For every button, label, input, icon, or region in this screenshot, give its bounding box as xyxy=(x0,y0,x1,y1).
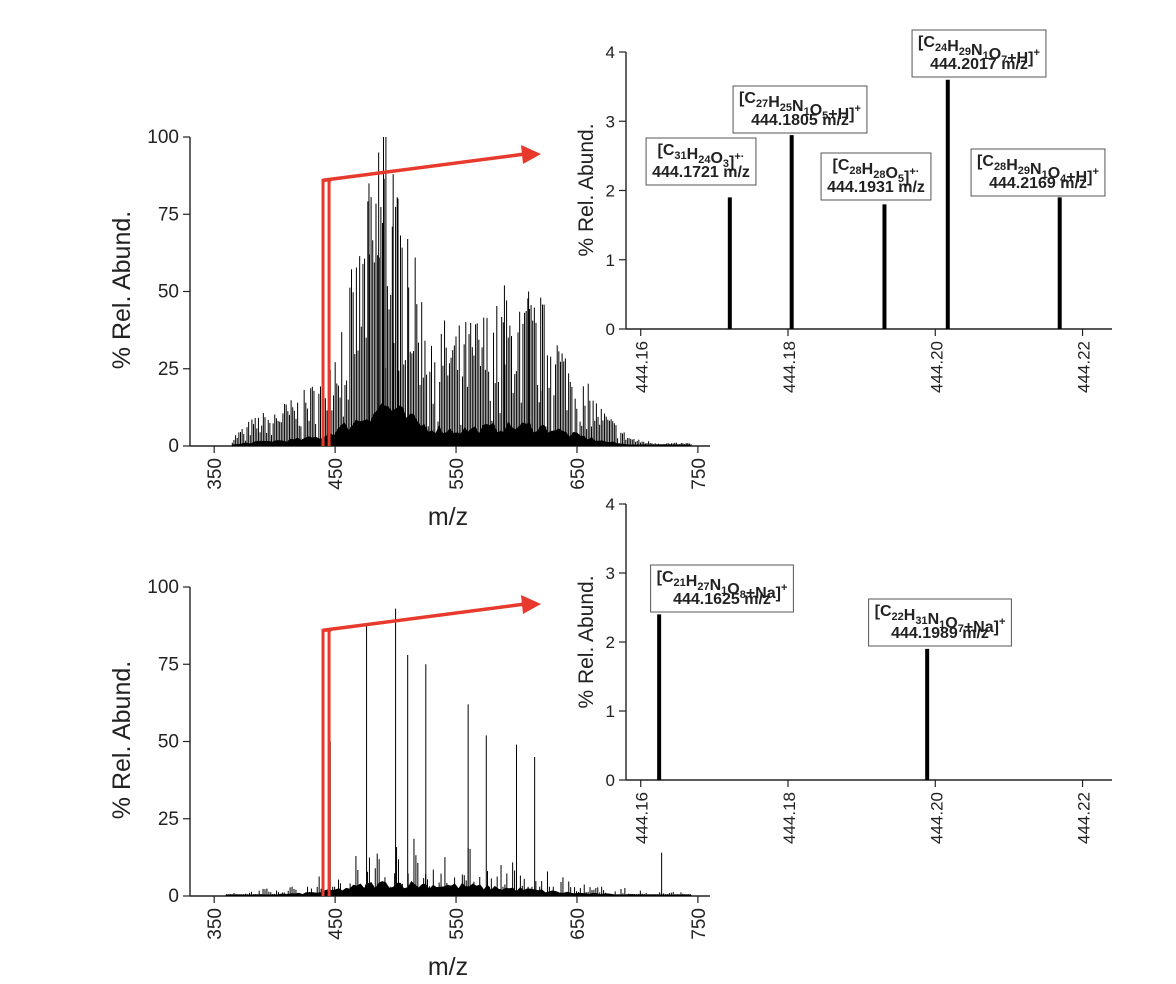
y-tick-label: 0 xyxy=(168,436,179,457)
x-tick-label: 750 xyxy=(689,458,710,490)
zoom-arrow-head xyxy=(521,595,541,614)
x-tick-label: 650 xyxy=(568,908,589,940)
zoom-arrows xyxy=(321,145,541,896)
y-tick-label: 1 xyxy=(606,702,615,721)
y-tick-label: 100 xyxy=(147,577,179,598)
y-tick-label: 0 xyxy=(606,320,615,339)
peak-annotation: [C24H29N1O7+H]+444.2017 m/z xyxy=(911,29,1047,78)
x-tick-label: 550 xyxy=(447,458,468,490)
baseline-fill xyxy=(226,881,692,896)
x-tick-label: 450 xyxy=(326,908,347,940)
y-tick-label: 0 xyxy=(168,886,179,907)
x-tick-label: 450 xyxy=(326,458,347,490)
annotation-box xyxy=(911,29,1047,78)
bottom-overview-chart: 0 25 50 75 100 350 450 550 650 750 % Rel. Abund. m/… xyxy=(108,577,710,981)
peak-annotation: [C28H29N1O4+H]+444.2169 m/z xyxy=(970,148,1106,197)
x-tick-label: 444.22 xyxy=(1075,341,1094,393)
peak-annotation: [C31H24O3]+·444.1721 m/z xyxy=(645,137,757,186)
y-tick-label: 2 xyxy=(606,182,615,201)
y-tick-label: 25 xyxy=(158,359,179,380)
y-tick-label: 2 xyxy=(606,633,615,652)
x-tick-label: 444.20 xyxy=(927,341,946,393)
zoom-arrow-shaft xyxy=(322,602,526,632)
annotation-box xyxy=(868,598,1012,647)
formula-label: [C31H24O3]+· xyxy=(658,142,745,171)
peak-annotation: [C28H28O5]+·444.1931 m/z xyxy=(820,152,932,201)
zoom-arrow-head xyxy=(521,145,541,164)
top-zoom-chart: 0 1 2 3 4 444.16 444.18 444.20 444.22 % Rel. Abun… xyxy=(575,29,1112,393)
annotation-box xyxy=(650,564,794,613)
top-overview-chart: 0 25 50 75 100 350 450 550 650 750 % Rel. Abund. m/… xyxy=(108,127,710,531)
y-axis-title: % Rel. Abund. xyxy=(575,123,598,256)
formula-label: [C28H29N1O4+H]+ xyxy=(977,153,1099,186)
annotation-box xyxy=(970,148,1106,197)
x-axis-title: m/z xyxy=(428,503,468,531)
x-tick-label: 444.18 xyxy=(780,341,799,393)
formula-label: [C28H28O5]+· xyxy=(833,157,920,186)
annotation-box xyxy=(820,152,932,201)
x-tick-label: 350 xyxy=(205,458,226,490)
baseline-fill xyxy=(232,403,692,446)
peak-annotation: [C21H27N1O8+Na]+444.1625 m/z xyxy=(650,564,794,613)
x-tick-label: 550 xyxy=(447,908,468,940)
formula-label: [C22H31N1O7+Na]+ xyxy=(875,603,1006,636)
annotation-box xyxy=(645,137,757,186)
y-tick-label: 75 xyxy=(158,654,179,675)
annotation-box xyxy=(732,85,868,134)
y-tick-label: 3 xyxy=(606,112,615,131)
formula-label: [C21H27N1O8+Na]+ xyxy=(657,569,788,602)
peak-annotation: [C27H25N1O5+H]+444.1805 m/z xyxy=(732,85,868,134)
y-tick-label: 4 xyxy=(606,495,615,514)
y-tick-label: 4 xyxy=(606,43,615,62)
x-tick-label: 350 xyxy=(205,908,226,940)
peak-annotation: [C22H31N1O7+Na]+444.1989 m/z xyxy=(868,598,1012,647)
mz-label: 444.1805 m/z xyxy=(751,112,849,129)
y-tick-label: 25 xyxy=(158,809,179,830)
y-axis-title: % Rel. Abund. xyxy=(108,661,136,819)
x-tick-label: 444.16 xyxy=(633,792,652,844)
mz-label: 444.1625 m/z xyxy=(673,591,771,608)
x-tick-label: 444.18 xyxy=(780,792,799,844)
y-axis-title: % Rel. Abund. xyxy=(108,211,136,369)
formula-label: [C27H25N1O5+H]+ xyxy=(739,90,861,123)
bottom-zoom-chart: 0 1 2 3 4 444.16 444.18 444.20 444.22 % Rel. Abun… xyxy=(575,495,1112,844)
y-tick-label: 50 xyxy=(158,282,179,303)
x-axis-title: m/z xyxy=(428,953,468,981)
y-tick-label: 1 xyxy=(606,251,615,270)
y-tick-label: 50 xyxy=(158,732,179,753)
y-tick-label: 3 xyxy=(606,564,615,583)
formula-label: [C24H29N1O7+H]+ xyxy=(918,34,1040,67)
mz-label: 444.2169 m/z xyxy=(989,175,1087,192)
mz-label: 444.1989 m/z xyxy=(891,625,989,642)
mz-label: 444.2017 m/z xyxy=(930,56,1028,73)
zoom-arrow-shaft xyxy=(322,152,526,182)
x-tick-label: 444.16 xyxy=(633,341,652,393)
x-tick-label: 650 xyxy=(568,458,589,490)
x-tick-label: 444.20 xyxy=(927,792,946,844)
y-axis-title: % Rel. Abund. xyxy=(575,575,598,708)
mz-label: 444.1931 m/z xyxy=(827,179,925,196)
y-tick-label: 100 xyxy=(147,127,179,148)
y-tick-label: 75 xyxy=(158,204,179,225)
mz-label: 444.1721 m/z xyxy=(652,164,750,181)
x-tick-label: 750 xyxy=(689,908,710,940)
x-tick-label: 444.22 xyxy=(1075,792,1094,844)
y-tick-label: 0 xyxy=(606,771,615,790)
